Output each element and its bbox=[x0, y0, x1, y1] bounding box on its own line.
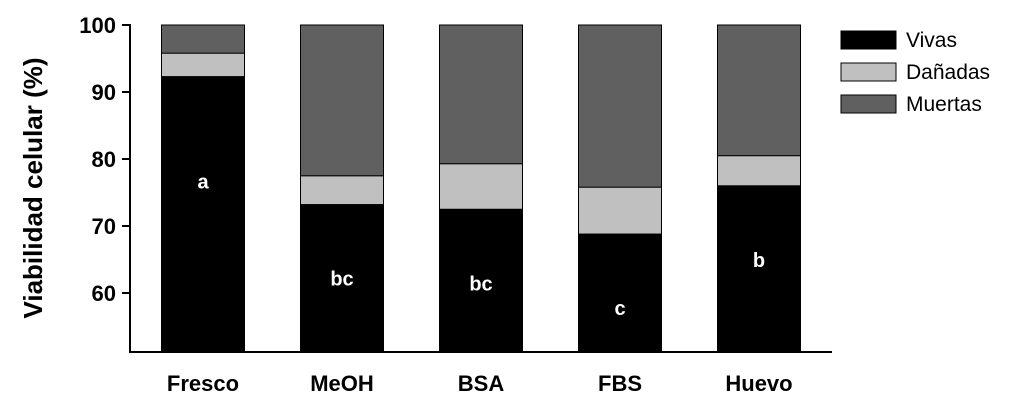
annotation-bsa: bc bbox=[469, 273, 492, 295]
legend-label-dañadas: Dañadas bbox=[906, 61, 990, 84]
y-ticks-group: 60 70 80 90 100 bbox=[79, 13, 130, 306]
x-label-fbs: FBS bbox=[598, 371, 642, 396]
bar-muertas-bsa bbox=[439, 24, 523, 165]
y-tick-label-60: 60 bbox=[92, 281, 116, 306]
annotation-fbs: c bbox=[614, 298, 625, 320]
bar-dañadas-fresco bbox=[161, 52, 245, 78]
legend: Vivas Dañadas Muertas bbox=[840, 29, 990, 116]
bars-group bbox=[161, 24, 801, 353]
annotation-meoh: bc bbox=[330, 269, 353, 291]
y-tick-label-80: 80 bbox=[92, 147, 116, 172]
x-label-fresco: Fresco bbox=[167, 371, 239, 396]
bar-dañadas-bsa bbox=[439, 163, 523, 210]
annotation-huevo: b bbox=[753, 250, 765, 272]
bar-vivas-meoh bbox=[300, 204, 384, 353]
legend-label-muertas: Muertas bbox=[906, 93, 982, 116]
legend-swatch-muertas bbox=[840, 94, 897, 114]
legend-label-vivas: Vivas bbox=[906, 29, 957, 52]
x-label-huevo: Huevo bbox=[725, 371, 792, 396]
y-tick-label-90: 90 bbox=[92, 80, 116, 105]
legend-swatch-dañadas bbox=[840, 62, 897, 82]
bar-muertas-meoh bbox=[300, 24, 384, 177]
bar-vivas-bsa bbox=[439, 208, 523, 353]
bar-dañadas-fbs bbox=[578, 186, 662, 235]
x-category-labels: Fresco MeOH BSA FBS Huevo bbox=[167, 371, 793, 396]
annotation-fresco: a bbox=[197, 172, 209, 194]
bar-muertas-fbs bbox=[578, 24, 662, 188]
bar-vivas-fbs bbox=[578, 233, 662, 353]
bar-muertas-huevo bbox=[717, 24, 801, 157]
y-tick-label-100: 100 bbox=[79, 13, 116, 38]
bar-dañadas-meoh bbox=[300, 175, 384, 206]
legend-swatch-vivas bbox=[840, 30, 897, 50]
annotations-group: a bc bc c b bbox=[197, 172, 765, 320]
bar-vivas-fresco bbox=[161, 76, 245, 353]
y-tick-label-70: 70 bbox=[92, 214, 116, 239]
bar-muertas-fresco bbox=[161, 24, 245, 54]
x-label-meoh: MeOH bbox=[310, 371, 374, 396]
bar-dañadas-huevo bbox=[717, 155, 801, 187]
x-label-bsa: BSA bbox=[458, 371, 505, 396]
y-axis-label: Viabilidad celular (%) bbox=[18, 57, 48, 318]
